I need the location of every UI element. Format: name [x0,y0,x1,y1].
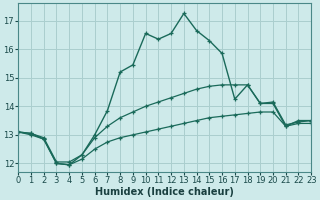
X-axis label: Humidex (Indice chaleur): Humidex (Indice chaleur) [95,187,234,197]
